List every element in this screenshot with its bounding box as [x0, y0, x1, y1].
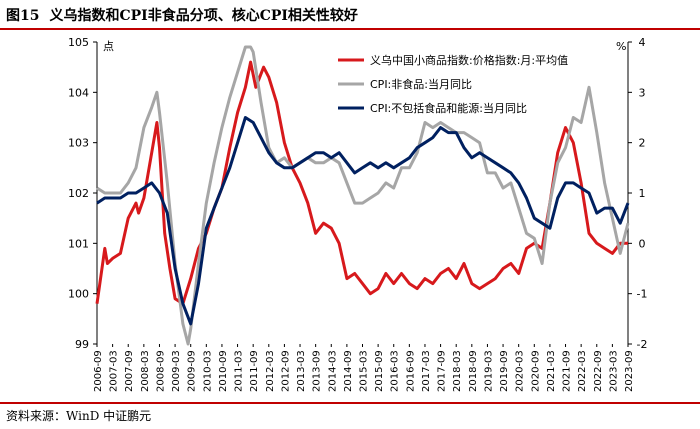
x-tick-label: 2016-03 [390, 350, 401, 392]
figure-number: 图15 [6, 8, 40, 24]
x-tick-label: 2010-09 [218, 350, 229, 392]
legend-label-2: CPI:非食品:当月同比 [370, 77, 472, 91]
x-tick-label: 2012-03 [265, 350, 276, 392]
x-tick-label: 2007-03 [109, 350, 120, 392]
x-tick-label: 2011-09 [249, 350, 260, 392]
x-tick-label: 2011-03 [234, 350, 245, 392]
x-tick-label: 2020-03 [515, 350, 526, 392]
left-tick-label: 101 [68, 237, 89, 250]
left-tick-label: 102 [68, 187, 89, 200]
x-tick-label: 2013-03 [296, 350, 307, 392]
x-tick-label: 2014-09 [343, 350, 354, 392]
right-tick-label: 2 [639, 137, 646, 150]
x-tick-label: 2023-09 [624, 350, 635, 392]
right-tick-label: 4 [639, 36, 646, 49]
series-line-3 [96, 116, 630, 326]
x-tick-label: 2013-09 [312, 350, 323, 392]
x-tick-label: 2015-03 [359, 350, 370, 392]
x-tick-label: 2014-03 [327, 350, 338, 392]
x-tick-label: 2020-09 [530, 350, 541, 392]
right-tick-label: -2 [637, 338, 648, 351]
x-tick-label: 2019-09 [499, 350, 510, 392]
series-line-1 [95, 60, 628, 306]
legend-label-3: CPI:不包括食品和能源:当月同比 [370, 101, 527, 115]
right-tick-label: 1 [639, 187, 646, 200]
left-tick-label: 100 [68, 288, 89, 301]
series-line-2 [96, 45, 630, 346]
right-tick-label: -1 [637, 288, 648, 301]
x-tick-label: 2022-03 [577, 350, 588, 392]
x-tick-label: 2015-09 [374, 350, 385, 392]
left-tick-label: 105 [68, 36, 89, 49]
x-tick-label: 2019-03 [483, 350, 494, 392]
x-tick-label: 2009-03 [171, 350, 182, 392]
bottom-rule [0, 402, 700, 404]
top-rule [0, 28, 700, 30]
figure-title: 图15 义乌指数和CPI非食品分项、核心CPI相关性较好 [6, 5, 358, 25]
x-tick-label: 2018-09 [468, 350, 479, 392]
x-tick-label: 2008-03 [140, 350, 151, 392]
x-tick-label: 2017-03 [421, 350, 432, 392]
right-tick-label: 3 [639, 86, 646, 99]
left-tick-label: 99 [75, 338, 89, 351]
right-tick-label: 0 [639, 237, 646, 250]
x-tick-label: 2022-09 [593, 350, 604, 392]
x-tick-label: 2023-03 [608, 350, 619, 392]
left-tick-label: 103 [68, 137, 89, 150]
x-tick-label: 2012-09 [280, 350, 291, 392]
left-axis-unit: 点 [103, 40, 114, 53]
line-chart: 99 100 101 102 103 104 105 -2 -1 0 1 2 3 4 点 % 2006-09 20… [68, 36, 648, 392]
x-tick-label: 2010-03 [202, 350, 213, 392]
figure-title-text: 义乌指数和CPI非食品分项、核心CPI相关性较好 [49, 8, 358, 24]
x-tick-label: 2007-09 [124, 350, 135, 392]
figure-header: 图15 义乌指数和CPI非食品分项、核心CPI相关性较好 [0, 0, 700, 28]
x-tick-label: 2016-09 [405, 350, 416, 392]
left-tick-label: 104 [68, 86, 89, 99]
x-tick-label: 2006-09 [93, 350, 104, 392]
x-tick-label: 2018-03 [452, 350, 463, 392]
x-tick-label: 2021-09 [562, 350, 573, 392]
x-tick-label: 2009-09 [187, 350, 198, 392]
right-axis-unit: % [616, 40, 626, 53]
legend-label-1: 义乌中国小商品指数:价格指数:月:平均值 [370, 53, 568, 67]
x-tick-label: 2008-09 [155, 350, 166, 392]
source-note: 资料来源：WinD 中证鹏元 [6, 409, 152, 423]
x-tick-label: 2021-03 [546, 350, 557, 392]
x-tick-label: 2017-09 [437, 350, 448, 392]
